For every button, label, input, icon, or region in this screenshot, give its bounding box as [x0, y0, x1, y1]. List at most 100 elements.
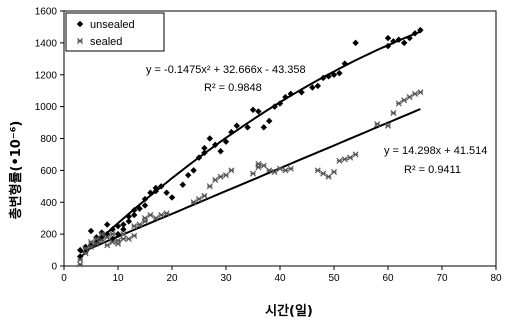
point-unsealed	[298, 89, 305, 96]
point-unsealed	[125, 213, 132, 220]
point-unsealed	[152, 187, 159, 195]
point-unsealed	[131, 211, 138, 219]
point-sealed	[217, 173, 224, 180]
legend-marker-unsealed	[76, 20, 84, 28]
point-unsealed	[212, 141, 219, 149]
x-tick-label: 80	[490, 273, 502, 284]
point-sealed	[104, 234, 111, 241]
point-sealed	[87, 239, 95, 246]
point-unsealed	[120, 226, 127, 233]
point-unsealed	[120, 221, 127, 228]
point-sealed	[136, 221, 143, 228]
point-sealed	[141, 218, 149, 225]
point-unsealed	[228, 128, 235, 136]
point-unsealed	[158, 183, 165, 190]
point-unsealed	[163, 189, 170, 196]
point-unsealed	[201, 144, 208, 152]
point-sealed	[352, 151, 359, 158]
point-unsealed	[125, 218, 132, 225]
point-unsealed	[255, 108, 262, 115]
y-axis: 0 200 400 600 800 1000 1200 1400 1600	[35, 7, 64, 273]
point-sealed	[131, 223, 138, 230]
point-unsealed	[309, 84, 316, 91]
point-sealed	[212, 176, 219, 183]
point-sealed	[114, 237, 122, 244]
point-unsealed	[109, 235, 116, 243]
point-sealed	[271, 168, 278, 175]
point-sealed	[330, 168, 338, 175]
point-unsealed	[401, 39, 408, 47]
point-unsealed	[217, 148, 224, 155]
trendline-sealed	[79, 108, 421, 254]
point-unsealed	[406, 34, 413, 42]
point-sealed	[374, 121, 381, 128]
x-tick-label: 30	[220, 273, 232, 284]
point-unsealed	[276, 100, 284, 107]
point-sealed	[287, 165, 294, 172]
point-sealed	[109, 239, 116, 246]
point-sealed	[77, 256, 84, 263]
point-unsealed	[271, 103, 278, 110]
y-tick-label: 0	[51, 262, 57, 273]
point-sealed	[276, 165, 284, 172]
point-unsealed	[93, 238, 100, 246]
y-tick-label: 1400	[35, 38, 58, 49]
point-sealed	[384, 122, 392, 129]
point-sealed	[158, 211, 165, 219]
point-sealed	[152, 215, 159, 222]
point-unsealed	[114, 230, 122, 238]
point-unsealed	[206, 135, 213, 142]
point-sealed	[163, 210, 170, 217]
y-tick-label: 200	[40, 230, 57, 241]
y-tick-label: 1200	[35, 70, 58, 81]
y-axis-title: 총변형률(•10⁻⁶)	[8, 121, 24, 220]
point-unsealed	[141, 195, 149, 203]
point-sealed	[255, 164, 262, 171]
point-unsealed	[147, 189, 154, 196]
point-unsealed	[141, 202, 149, 209]
legend-label-unsealed: unsealed	[90, 19, 135, 31]
point-sealed	[120, 231, 127, 238]
point-unsealed	[390, 38, 397, 45]
point-unsealed	[87, 242, 95, 249]
point-unsealed	[136, 205, 143, 212]
point-unsealed	[131, 207, 138, 214]
x-tick-label: 50	[328, 273, 340, 284]
point-unsealed	[287, 90, 294, 98]
point-unsealed	[320, 74, 327, 82]
point-sealed	[201, 192, 208, 199]
point-unsealed	[395, 36, 402, 43]
point-unsealed	[82, 248, 89, 255]
point-unsealed	[190, 167, 197, 174]
point-sealed	[395, 100, 402, 107]
point-unsealed	[249, 106, 257, 114]
point-unsealed	[114, 222, 122, 230]
point-sealed	[336, 157, 343, 164]
x-tick-label: 40	[274, 273, 286, 284]
point-unsealed	[185, 171, 192, 179]
point-unsealed	[87, 227, 95, 235]
point-unsealed	[195, 154, 203, 161]
trend-r2-unsealed: R² = 0.9848	[204, 82, 262, 94]
legend-box	[65, 12, 165, 52]
point-sealed	[87, 243, 95, 250]
legend-label-sealed: sealed	[90, 36, 122, 48]
point-unsealed	[411, 30, 419, 37]
point-sealed	[282, 167, 289, 174]
trend-r2-sealed: R² = 0.9411	[404, 164, 461, 176]
point-sealed	[82, 245, 89, 252]
point-sealed	[314, 167, 321, 174]
point-unsealed	[260, 124, 267, 131]
point-sealed	[320, 170, 327, 177]
point-sealed	[206, 183, 213, 190]
x-tick-label: 0	[61, 273, 67, 284]
point-unsealed	[179, 181, 186, 188]
x-tick-label: 10	[112, 273, 124, 284]
point-sealed	[325, 173, 332, 180]
point-sealed	[98, 237, 105, 244]
point-sealed	[98, 231, 105, 238]
point-sealed	[390, 109, 397, 117]
point-sealed	[93, 240, 100, 247]
legend-marker-sealed	[76, 37, 84, 45]
legend-marker-unsealed-glyph	[76, 20, 84, 28]
